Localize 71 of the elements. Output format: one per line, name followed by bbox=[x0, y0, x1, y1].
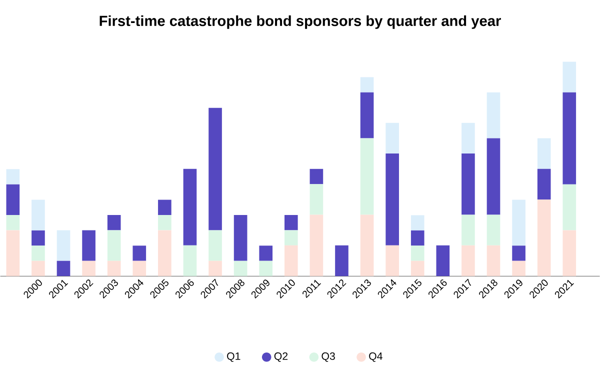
bar bbox=[259, 246, 273, 262]
bar bbox=[32, 246, 45, 262]
bar bbox=[208, 230, 222, 262]
bar bbox=[208, 108, 222, 230]
bar bbox=[234, 215, 248, 262]
bar bbox=[462, 246, 475, 276]
bar bbox=[410, 246, 424, 262]
bar bbox=[512, 261, 526, 276]
bar bbox=[6, 230, 20, 276]
bar bbox=[462, 154, 475, 215]
bar bbox=[6, 215, 20, 230]
bar bbox=[410, 230, 424, 246]
bar bbox=[462, 214, 475, 246]
bar bbox=[360, 77, 374, 93]
bar bbox=[310, 214, 324, 276]
legend-label: Q3 bbox=[322, 352, 335, 362]
bar bbox=[562, 92, 576, 185]
bar bbox=[310, 169, 324, 184]
bar bbox=[208, 261, 222, 276]
bar bbox=[107, 261, 121, 276]
bar bbox=[410, 215, 424, 231]
bar bbox=[486, 246, 500, 276]
bar bbox=[107, 230, 121, 262]
bar bbox=[360, 214, 374, 276]
bar bbox=[158, 200, 172, 216]
bar bbox=[107, 215, 121, 230]
bar bbox=[360, 138, 374, 215]
bar bbox=[32, 261, 45, 276]
bar bbox=[234, 261, 248, 276]
bar bbox=[82, 230, 96, 262]
bar bbox=[6, 184, 20, 216]
bar bbox=[386, 246, 399, 276]
bar bbox=[310, 184, 324, 215]
bar bbox=[410, 261, 424, 276]
bar bbox=[284, 230, 298, 246]
bar bbox=[462, 122, 475, 154]
bar bbox=[284, 215, 298, 230]
bar bbox=[562, 230, 576, 276]
bar bbox=[486, 92, 500, 138]
bar bbox=[335, 246, 348, 276]
bar bbox=[6, 169, 20, 185]
bar bbox=[486, 214, 500, 246]
bar bbox=[562, 62, 576, 93]
bar bbox=[183, 246, 197, 276]
bar bbox=[284, 246, 298, 276]
bar bbox=[259, 261, 273, 276]
bar bbox=[360, 92, 374, 138]
legend-label: Q4 bbox=[369, 352, 382, 362]
bar bbox=[512, 246, 526, 262]
bar bbox=[158, 215, 172, 230]
bar bbox=[537, 138, 551, 170]
bar bbox=[82, 261, 96, 276]
bar bbox=[436, 246, 450, 276]
bar bbox=[32, 200, 45, 231]
bar bbox=[386, 122, 399, 154]
bar bbox=[158, 230, 172, 276]
bar bbox=[537, 169, 551, 200]
bar bbox=[56, 230, 70, 262]
bar bbox=[486, 138, 500, 215]
bar bbox=[562, 184, 576, 230]
bar bbox=[512, 200, 526, 246]
bar bbox=[132, 261, 146, 276]
bar bbox=[132, 246, 146, 262]
bar bbox=[56, 261, 70, 276]
legend-label: Q2 bbox=[274, 352, 288, 362]
bar bbox=[32, 230, 45, 246]
bar bbox=[386, 154, 399, 246]
bar bbox=[183, 169, 197, 246]
legend-label: Q1 bbox=[227, 352, 240, 362]
bar bbox=[537, 200, 551, 276]
chart-title: First-time catastrophe bond sponsors by quarter and year bbox=[100, 16, 501, 30]
